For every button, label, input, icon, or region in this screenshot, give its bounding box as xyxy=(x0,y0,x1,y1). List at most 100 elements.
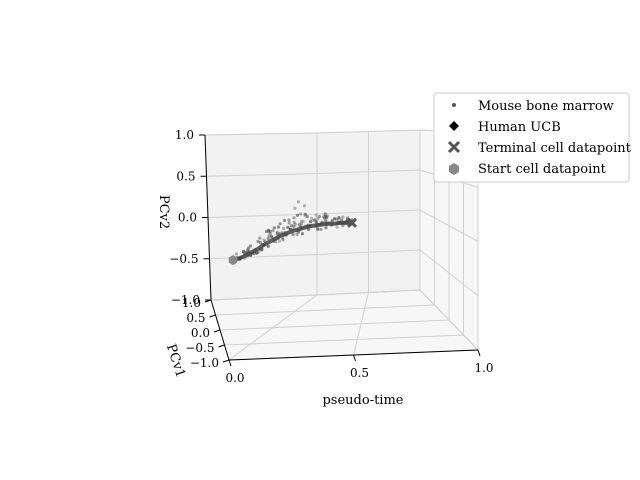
y-tick xyxy=(218,344,225,348)
legend: Mouse bone marrow Human UCB Terminal cel… xyxy=(433,92,632,183)
x-axis-label: pseudo-time xyxy=(322,393,403,408)
mouse-bone-marrow-point xyxy=(316,227,320,232)
legend-label-mouse: Mouse bone marrow xyxy=(478,99,614,114)
mouse-bone-marrow-point xyxy=(281,238,285,242)
mouse-bone-marrow-point xyxy=(268,229,272,233)
mouse-bone-marrow-point xyxy=(299,212,303,216)
y-axis-label: PCv1 xyxy=(163,342,188,379)
x-tick-label: 1.0 xyxy=(474,361,493,375)
mouse-bone-marrow-point xyxy=(272,226,276,230)
mouse-bone-marrow-point xyxy=(241,249,246,254)
mouse-bone-marrow-point xyxy=(271,229,275,233)
legend-marker-mouse xyxy=(452,103,456,107)
legend-label-human: Human UCB xyxy=(478,120,561,135)
tick-labels: −1.0−0.50.00.51.0−1.0−0.50.00.51.00.0 0.5… xyxy=(169,128,493,385)
mouse-bone-marrow-point xyxy=(282,218,287,223)
mouse-bone-marrow-point xyxy=(341,224,345,228)
z-tick-label: −1.0 xyxy=(171,293,200,307)
y-tick-label: −1.0 xyxy=(190,356,219,370)
mouse-bone-marrow-point xyxy=(300,232,304,236)
mouse-bone-marrow-point xyxy=(249,244,253,248)
y-grid-line xyxy=(224,132,464,346)
mouse-bone-marrow-point xyxy=(287,218,291,222)
y-grid-line xyxy=(215,130,435,316)
mouse-bone-marrow-point xyxy=(286,225,290,229)
mouse-bone-marrow-point xyxy=(266,237,270,241)
x-tick-label: 0.0 xyxy=(225,371,244,385)
y-tick-label: 0.0 xyxy=(191,326,210,340)
legend-marker-human xyxy=(449,121,459,131)
legend-label-start: Start cell datapoint xyxy=(478,162,607,177)
legend-box xyxy=(433,92,630,183)
mouse-bone-marrow-point xyxy=(234,252,238,256)
legend-marker-terminal xyxy=(447,140,461,154)
mouse-bone-marrow-point xyxy=(326,214,330,218)
y-tick-label: 1.0 xyxy=(182,296,201,310)
mouse-bone-marrow-point xyxy=(282,226,286,230)
mouse-bone-marrow-point xyxy=(278,239,282,243)
y-tick xyxy=(204,299,212,303)
y-tick xyxy=(222,359,230,363)
start-cell-marker xyxy=(228,255,238,266)
x-tick-label: 0.5 xyxy=(350,366,369,380)
mouse-bone-marrow-point xyxy=(337,216,341,220)
mouse-bone-marrow-point xyxy=(324,218,328,223)
legend-marker-start xyxy=(449,163,459,175)
mouse-bone-marrow-point xyxy=(308,220,313,224)
mouse-bone-marrow-point xyxy=(309,216,313,220)
x-tick xyxy=(228,359,232,367)
mouse-bone-marrow-point xyxy=(314,213,318,217)
mouse-bone-marrow-point xyxy=(292,216,296,220)
y-tick xyxy=(209,314,216,318)
tick-marks xyxy=(199,134,481,367)
human-ucb-trajectory xyxy=(231,220,354,263)
mouse-bone-marrow-point xyxy=(293,206,297,210)
z-tick-label: −0.5 xyxy=(169,252,198,266)
mouse-bone-marrow-point xyxy=(278,222,282,226)
y-tick xyxy=(213,329,221,333)
y-tick-label: −0.5 xyxy=(185,341,214,355)
left-pane xyxy=(204,132,318,301)
mouse-bone-marrow-point xyxy=(296,200,300,204)
y-grid-line xyxy=(210,130,421,301)
mouse-bone-marrow-point xyxy=(287,221,291,225)
z-tick-label: 1.0 xyxy=(175,128,194,142)
mouse-bone-marrow-point xyxy=(323,212,327,216)
x-tick xyxy=(353,354,356,362)
z-tick-label: 0.5 xyxy=(176,169,195,183)
mouse-bone-marrow-point xyxy=(292,220,296,224)
data-points xyxy=(228,200,358,266)
mouse-bone-marrow-point xyxy=(299,219,303,223)
mouse-bone-marrow-point xyxy=(303,213,307,217)
mouse-bone-marrow-point xyxy=(313,218,317,222)
terminal-cell-marker xyxy=(346,217,358,228)
terminal-cell-stroke xyxy=(346,217,358,228)
mouse-bone-marrow-point xyxy=(301,219,305,223)
mouse-bone-marrow-point xyxy=(256,239,260,243)
mouse-bone-marrow-point xyxy=(319,227,323,231)
mouse-bone-marrow-point xyxy=(333,217,337,221)
mouse-bone-marrow-point xyxy=(332,217,337,221)
z-axis-label: PCv2 xyxy=(156,195,171,229)
mouse-bone-marrow-point xyxy=(303,212,307,216)
mouse-bone-marrow-point xyxy=(302,204,306,208)
mouse-bone-marrow-point xyxy=(291,232,295,237)
mouse-bone-marrow-point xyxy=(276,225,280,229)
y-grid-line xyxy=(219,131,450,331)
mouse-bone-marrow-point xyxy=(305,215,309,219)
mouse-bone-marrow-point xyxy=(324,226,328,230)
mouse-bone-marrow-point xyxy=(299,222,303,226)
mouse-bone-marrow-point xyxy=(267,234,271,238)
y-tick-label: 0.5 xyxy=(186,311,205,325)
mouse-bone-marrow-point xyxy=(268,232,272,236)
x-tick xyxy=(477,349,481,357)
mouse-bone-marrow-point xyxy=(341,215,345,219)
mouse-bone-marrow-point xyxy=(289,224,294,228)
mouse-bone-marrow-point xyxy=(335,225,339,229)
mouse-bone-marrow-point xyxy=(292,224,296,228)
legend-label-terminal: Terminal cell datapoint xyxy=(478,141,632,156)
mouse-bone-marrow-point xyxy=(317,214,321,219)
mouse-bone-marrow-point xyxy=(258,236,262,240)
mouse-bone-marrow-point xyxy=(325,216,329,220)
